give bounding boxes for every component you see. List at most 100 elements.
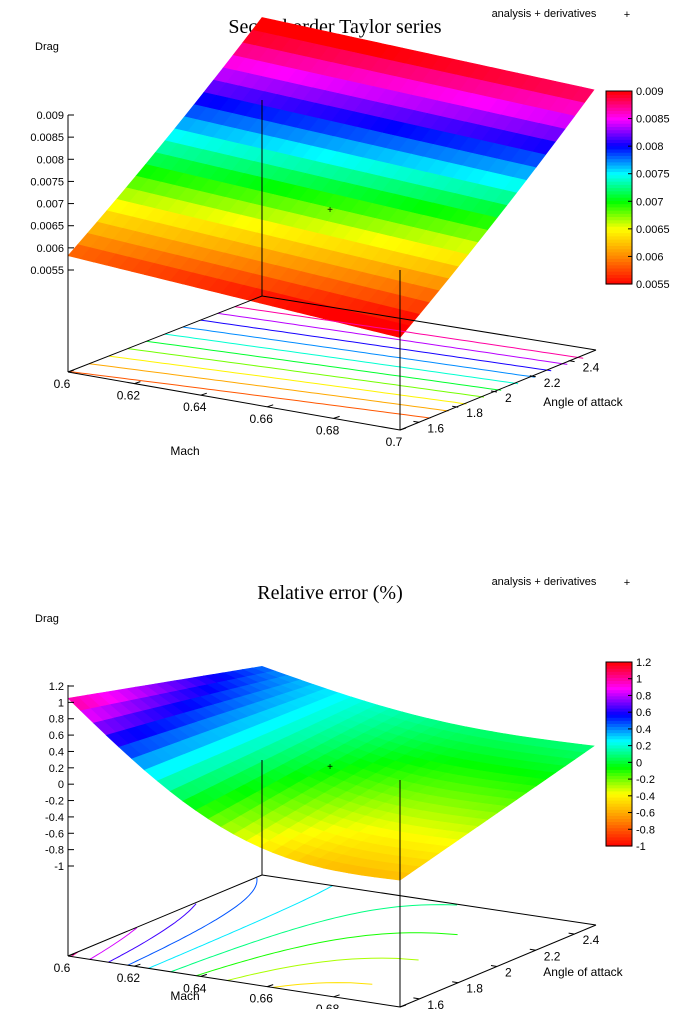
y-tick-label: 2.2 <box>544 949 561 963</box>
colorbar-segment <box>606 796 632 801</box>
colorbar-segment <box>606 665 632 669</box>
colorbar-segment <box>606 662 632 666</box>
colorbar-segment <box>606 142 632 147</box>
colorbar-segment <box>606 818 632 823</box>
colorbar-segment <box>606 271 632 275</box>
legend-marker: + <box>624 577 630 589</box>
colorbar-segment <box>606 815 632 819</box>
colorbar-segment <box>606 280 632 285</box>
colorbar-tick-label: 0.0055 <box>636 279 670 291</box>
z-tick-label: 0.007 <box>36 199 64 211</box>
contour-line <box>200 319 552 372</box>
z-tick-label: -0.6 <box>45 828 64 840</box>
chart-title: Relative error (%) <box>257 582 402 604</box>
colorbar-segment <box>606 229 632 234</box>
colorbar-segment <box>606 680 632 685</box>
colorbar-segment <box>606 750 632 755</box>
colorbar-segment <box>606 174 632 179</box>
colorbar-segment <box>606 219 632 224</box>
y-axis-label: Angle of attack <box>543 965 623 979</box>
colorbar-segment <box>606 155 632 160</box>
plot-second-order-taylor: Second order Taylor series analysis + de… <box>30 8 669 458</box>
colorbar-segment <box>606 103 632 108</box>
z-axis-label: Drag <box>35 41 59 53</box>
y-ticks: 1.6 1.8 2 2.2 2.4 <box>413 932 600 1009</box>
colorbar-frame <box>605 90 633 285</box>
mach-axis-line <box>67 955 401 1008</box>
colorbar-segment <box>606 203 632 208</box>
colorbar-segment <box>606 216 632 221</box>
colorbar-segment <box>606 197 632 201</box>
y-tick-label: 2 <box>505 391 512 405</box>
colorbar-segment <box>606 827 632 832</box>
center-marker: + <box>327 205 333 216</box>
z-tick-label: 0.006 <box>36 243 64 255</box>
colorbar-segment <box>606 689 632 694</box>
colorbar: 0.0055 0.006 0.0065 0.007 0.0075 0.008 0.0085 0… <box>605 86 670 291</box>
colorbar-segment <box>606 800 632 804</box>
colorbar-tick-label: 0.4 <box>636 724 651 736</box>
colorbar-segment <box>606 717 632 721</box>
alpha-axis-line <box>399 924 597 1008</box>
contour-line <box>164 333 519 385</box>
contour-line <box>69 371 431 419</box>
legend-label: analysis + derivatives <box>492 8 597 20</box>
colorbar-segment <box>606 787 632 792</box>
colorbar-segment <box>606 668 632 672</box>
colorbar-segment <box>606 824 632 829</box>
colorbar-tick-label: 0 <box>636 757 642 769</box>
colorbar-segment <box>606 790 632 795</box>
colorbar-segment <box>606 821 632 826</box>
colorbar-segment <box>606 701 632 706</box>
x-tick-label: 0.6 <box>54 377 71 391</box>
x-ticks: 0.60.620.640.660.680.7 <box>54 953 407 1009</box>
x-tick-label: 0.7 <box>386 435 403 449</box>
colorbar-segment <box>606 683 632 688</box>
colorbar-segment <box>606 168 632 173</box>
colorbar-segment <box>606 726 632 731</box>
colorbar-segment <box>606 145 632 150</box>
colorbar-segment <box>606 184 632 189</box>
contour-line <box>108 903 197 963</box>
x-axis-label: Mach <box>170 989 199 1003</box>
z-tick-label: 0.4 <box>49 746 64 758</box>
colorbar-segment <box>606 784 632 789</box>
y-tick-mark <box>452 405 459 408</box>
colorbar-segment <box>606 171 632 176</box>
y-tick-mark <box>490 965 498 967</box>
contour-line <box>148 885 333 969</box>
z-tick-label: 0.2 <box>49 763 64 775</box>
colorbar-segment <box>606 119 632 124</box>
colorbar-tick-label: 0.0085 <box>636 114 670 126</box>
colorbar-segment <box>606 193 632 198</box>
colorbar-segment <box>606 775 632 780</box>
colorbar-tick-label: 0.008 <box>636 141 664 153</box>
contour-line <box>217 312 568 365</box>
colorbar-tick-label: -0.6 <box>636 808 655 820</box>
colorbar-segment <box>606 213 632 218</box>
colorbar-segment <box>606 190 632 195</box>
colorbar-segment <box>606 744 632 749</box>
contour-line <box>182 326 535 378</box>
center-marker: + <box>327 762 333 773</box>
colorbar: -1 -0.8 -0.6 -0.4 -0.2 0 0.2 0.4 0.6 0.8 1 1.2 <box>605 657 655 853</box>
colorbar-segment <box>606 136 632 140</box>
colorbar-segment <box>606 148 632 153</box>
legend-label: analysis + derivatives <box>492 576 597 588</box>
contour-line <box>170 904 458 973</box>
x-tick-label: 0.66 <box>250 992 274 1006</box>
z-tick-label: 0.008 <box>36 154 64 166</box>
colorbar-segment <box>606 720 632 724</box>
plot-relative-error: Relative error (%) analysis + derivative… <box>35 576 655 1009</box>
colorbar-segment <box>606 833 632 838</box>
y-tick-mark <box>490 390 498 393</box>
colorbar-segment <box>606 235 632 240</box>
legend-marker: + <box>624 9 630 21</box>
y-tick-mark <box>529 375 536 378</box>
colorbar-segment <box>606 164 632 169</box>
y-tick-label: 2.4 <box>583 933 600 947</box>
colorbar-segment <box>606 152 632 156</box>
colorbar-segment <box>606 113 632 118</box>
contour-line <box>108 355 467 405</box>
colorbar-tick-label: -1 <box>636 841 646 853</box>
